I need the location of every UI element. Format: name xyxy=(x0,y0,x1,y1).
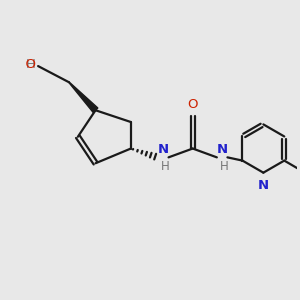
Text: H: H xyxy=(161,160,170,173)
Text: N: N xyxy=(158,143,169,156)
Text: H: H xyxy=(26,58,36,71)
Text: H: H xyxy=(220,160,229,173)
Text: N: N xyxy=(258,178,269,192)
Text: O: O xyxy=(17,58,36,71)
Text: N: N xyxy=(217,143,228,156)
Text: O: O xyxy=(188,98,198,111)
Polygon shape xyxy=(69,82,98,112)
